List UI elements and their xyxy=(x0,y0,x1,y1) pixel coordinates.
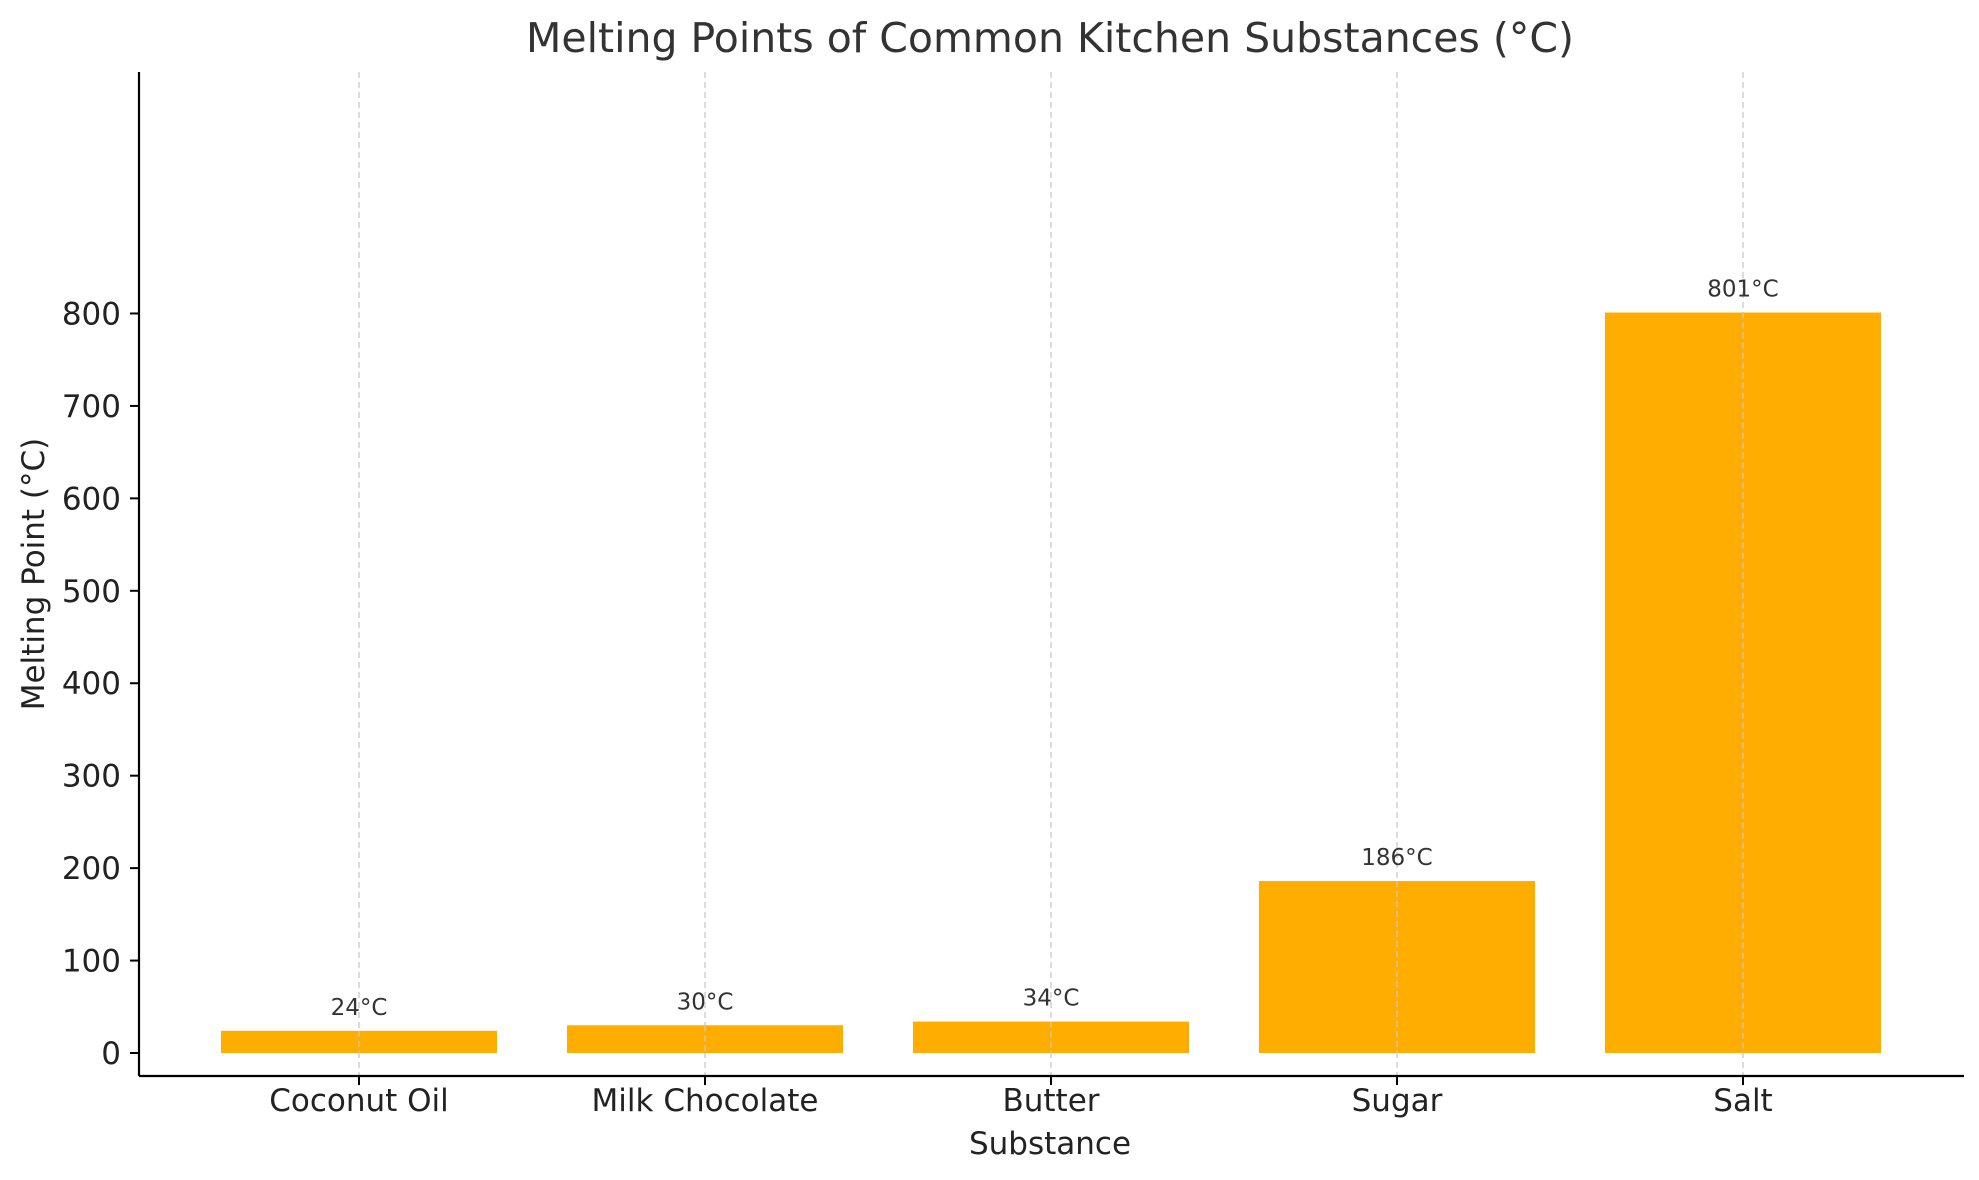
y-tick-label: 200 xyxy=(62,851,121,887)
y-axis-ticks: 0 100 200 300 400 500 600 700 800 xyxy=(62,296,139,1072)
y-axis-label: Melting Point (°C) xyxy=(16,438,52,711)
data-label: 24°C xyxy=(331,995,388,1021)
x-axis-label: Substance xyxy=(969,1126,1131,1162)
y-tick-label: 700 xyxy=(62,389,121,425)
gridlines xyxy=(358,72,1744,1076)
y-tick-label: 400 xyxy=(62,666,121,702)
y-tick-label: 800 xyxy=(62,296,121,332)
x-tick-label: Coconut Oil xyxy=(269,1083,449,1119)
y-tick-label: 100 xyxy=(62,944,121,980)
x-tick-label: Milk Chocolate xyxy=(592,1083,819,1119)
x-tick-label: Sugar xyxy=(1352,1083,1443,1119)
data-label: 186°C xyxy=(1361,845,1432,871)
chart-title: Melting Points of Common Kitchen Substan… xyxy=(526,14,1574,62)
x-tick-label: Butter xyxy=(1002,1083,1099,1119)
y-tick-label: 300 xyxy=(62,759,121,795)
y-tick-label: 0 xyxy=(101,1036,121,1072)
x-tick-label: Salt xyxy=(1713,1083,1772,1119)
y-tick-label: 500 xyxy=(62,574,121,610)
data-label: 801°C xyxy=(1707,277,1778,303)
data-labels: 24°C 30°C 34°C 186°C 801°C xyxy=(331,277,1779,1021)
data-label: 34°C xyxy=(1023,986,1080,1012)
data-label: 30°C xyxy=(677,989,734,1015)
y-tick-label: 600 xyxy=(62,481,121,517)
x-axis-ticks: Coconut Oil Milk Chocolate Butter Sugar Salt xyxy=(269,1076,1773,1119)
